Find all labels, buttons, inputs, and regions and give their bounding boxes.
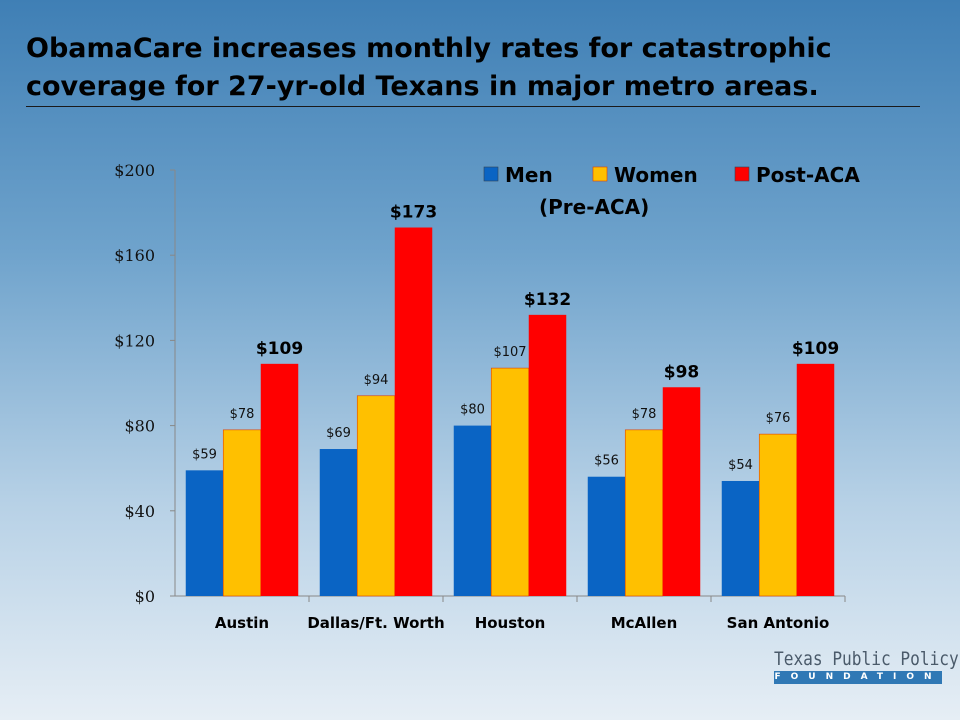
bar-post-aca: [662, 387, 701, 596]
logo-foundation: FOUNDATION: [774, 671, 942, 684]
bar-men: [185, 470, 224, 596]
y-tick-label: $40: [124, 502, 155, 521]
tppf-logo: Texas Public Policy FOUNDATION: [774, 648, 959, 684]
y-tick-label: $80: [124, 417, 155, 436]
data-label: $56: [594, 454, 619, 469]
bar-post-aca: [528, 314, 567, 596]
logo-text: Texas Public Policy: [774, 648, 959, 670]
title-underline: [26, 106, 920, 107]
legend-note: (Pre-ACA): [539, 195, 649, 219]
data-label: $98: [664, 362, 700, 382]
bar-women: [758, 433, 798, 597]
slide-title: ObamaCare increases monthly rates for ca…: [26, 33, 832, 102]
y-tick-label: $200: [114, 161, 155, 180]
bar-women: [490, 367, 530, 597]
x-tick-label: Austin: [215, 614, 269, 632]
legend-swatch: [483, 166, 499, 182]
bar-men: [319, 449, 358, 596]
x-tick-label: McAllen: [611, 614, 678, 632]
data-label: $173: [390, 203, 437, 223]
y-tick-label: $120: [114, 331, 155, 350]
data-label: $76: [766, 411, 791, 426]
y-tick-label: $160: [114, 246, 155, 265]
data-label: $109: [256, 339, 303, 359]
data-label: $132: [524, 290, 571, 310]
data-label: $80: [460, 403, 485, 418]
x-tick-label: Dallas/Ft. Worth: [307, 614, 444, 632]
x-tick-label: Houston: [475, 614, 546, 632]
data-label: $94: [364, 373, 389, 388]
bar-women: [624, 429, 664, 597]
data-label: $109: [792, 339, 839, 359]
bar-women: [222, 429, 262, 597]
bar-post-aca: [394, 227, 433, 596]
data-label: $59: [192, 447, 217, 462]
legend-label: Men: [505, 163, 553, 187]
data-label: $54: [728, 458, 753, 473]
bar-post-aca: [260, 363, 299, 596]
bar-men: [453, 425, 492, 596]
bar-women: [356, 395, 396, 597]
data-label: $107: [493, 345, 526, 360]
legend-swatch: [592, 166, 608, 182]
data-label: $78: [230, 407, 255, 422]
legend-label: Women: [614, 163, 698, 187]
bar-men: [721, 480, 760, 596]
y-tick-label: $0: [135, 587, 155, 606]
bar-men: [587, 476, 626, 596]
x-tick-label: San Antonio: [727, 614, 830, 632]
data-label: $78: [632, 407, 657, 422]
legend-label: Post-ACA: [756, 163, 860, 187]
legend-swatch: [734, 166, 750, 182]
bar-post-aca: [796, 363, 835, 596]
data-label: $69: [326, 426, 351, 441]
